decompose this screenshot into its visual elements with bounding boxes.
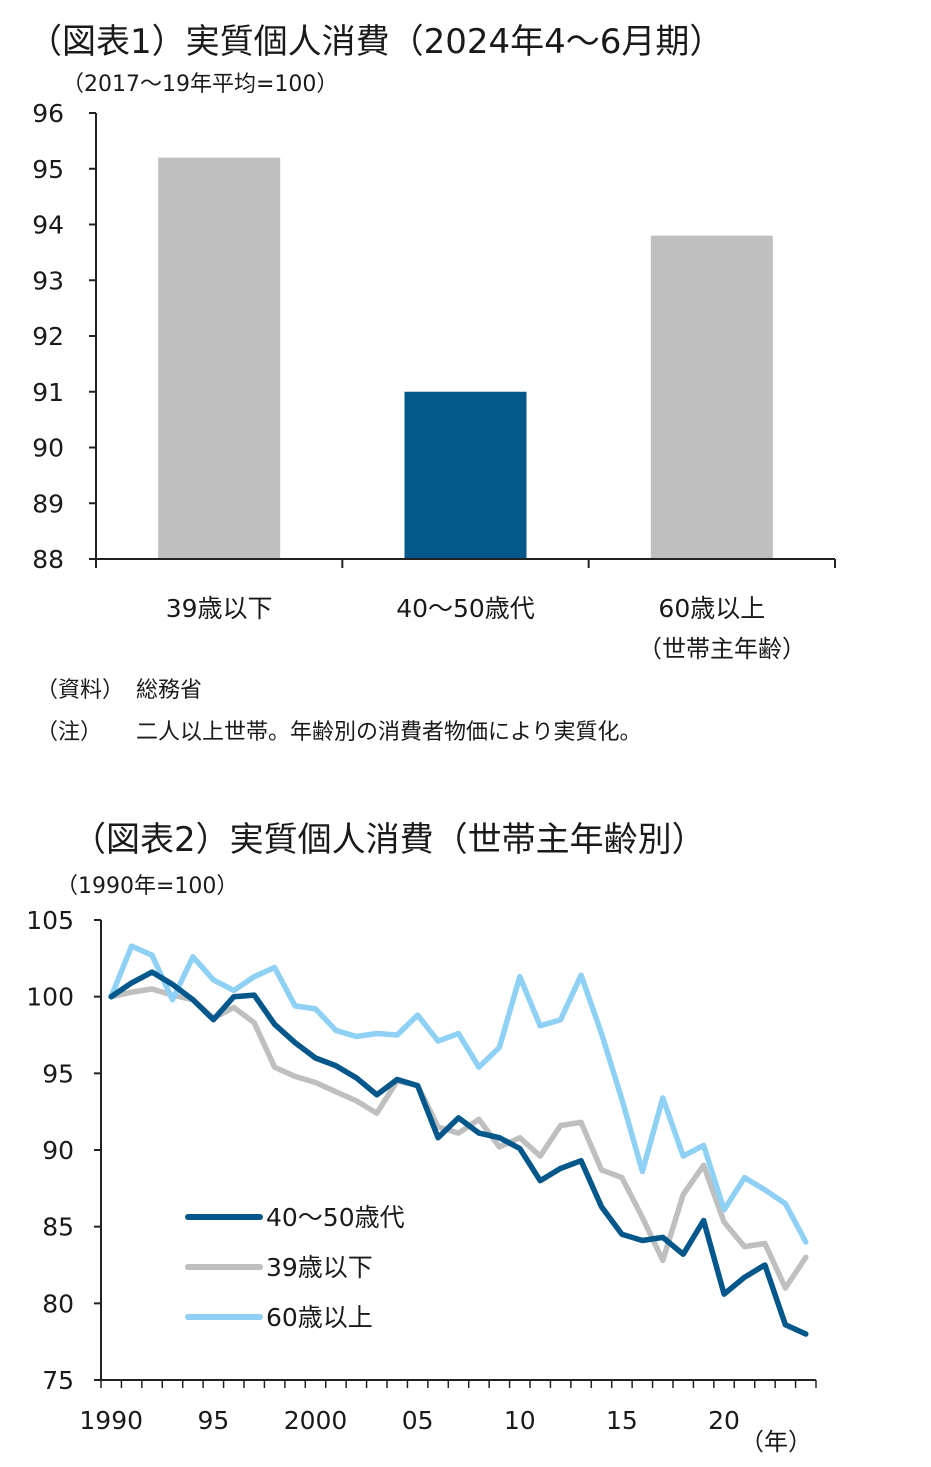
y-tick-label: 100 (26, 983, 74, 1012)
y-tick-label: 105 (26, 906, 74, 935)
y-tick-label: 90 (42, 1136, 74, 1165)
bar-chart: 88 89 90 91 92 93 94 95 96 39歳以下 40～50歳代 60歳以上 （世帯… (32, 99, 836, 663)
y-tick-label: 95 (32, 155, 64, 184)
line-chart: 75 80 85 90 95 100 105 1990 95 2000 05 10 15 20 40～5… (26, 906, 817, 1456)
x-category-label: 60歳以上 (658, 594, 765, 623)
legend-label: 40～50歳代 (266, 1203, 405, 1232)
x-category-label: 40～50歳代 (396, 594, 535, 623)
series-line (108, 943, 809, 1245)
x-tick-label: 15 (606, 1406, 638, 1435)
y-tick-label: 88 (32, 545, 64, 574)
legend-label: 60歳以上 (266, 1303, 373, 1332)
chart2-unit-label: （1990年=100） (56, 874, 239, 899)
chart1-unit-label: （2017～19年平均=100） (62, 72, 339, 97)
chart1-title: （図表1）実質個人消費（2024年4～6月期） (28, 22, 724, 62)
y-tick-label: 93 (32, 266, 64, 295)
note-text: 二人以上世帯。年齢別の消費者物価により実質化。 (136, 720, 642, 745)
y-tick-label: 96 (32, 99, 64, 128)
series-line (108, 986, 809, 1291)
y-tick-label: 85 (42, 1213, 74, 1242)
y-tick-label: 90 (32, 434, 64, 463)
x-tick-label: 10 (504, 1406, 536, 1435)
legend-label: 39歳以下 (266, 1253, 373, 1282)
x-tick-label: 2000 (284, 1406, 348, 1435)
x-sublabel-household-head-age: （世帯主年齢） (638, 635, 806, 663)
y-tick-label: 91 (32, 378, 64, 407)
y-tick-label: 89 (32, 489, 64, 518)
x-tick-label: 95 (197, 1406, 229, 1435)
bar (650, 235, 773, 559)
source-label: （資料） (36, 678, 125, 703)
y-tick-label: 92 (32, 322, 64, 351)
x-category-label: 39歳以下 (166, 594, 273, 623)
y-tick-label: 94 (32, 211, 64, 240)
x-tick-label: 20 (708, 1406, 740, 1435)
x-tick-label: 1990 (79, 1406, 143, 1435)
chart2-title: （図表2）実質個人消費（世帯主年齢別） (72, 820, 706, 860)
bar (404, 391, 527, 559)
y-tick-label: 75 (42, 1366, 74, 1395)
note-label: （注） (36, 720, 103, 745)
x-tick-label: 05 (402, 1406, 434, 1435)
series-line (108, 969, 809, 1337)
bar (158, 157, 281, 559)
source-text: 総務省 (136, 678, 203, 703)
y-tick-label: 95 (42, 1059, 74, 1088)
x-axis-unit-label: （年） (740, 1428, 812, 1456)
y-tick-label: 80 (42, 1289, 74, 1318)
